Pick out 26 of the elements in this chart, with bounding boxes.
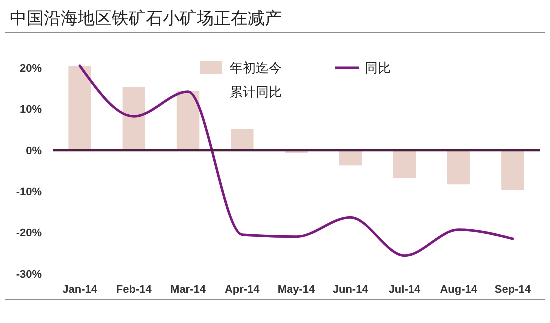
bar [176, 91, 200, 150]
y-tick-label: -20% [16, 228, 42, 240]
bar [68, 66, 92, 150]
chart-title: 中国沿海地区铁矿石小矿场正在减产 [10, 9, 282, 28]
x-tick-label: Jun-14 [332, 284, 370, 296]
x-tick-label: Mar-14 [170, 284, 207, 296]
x-tick-label: Jul-14 [388, 284, 422, 296]
x-tick-label: Aug-14 [440, 284, 478, 296]
legend-label: 年初迄今累计同比 [230, 60, 282, 100]
x-tick-label: Sep-14 [494, 284, 532, 296]
bar [393, 150, 416, 178]
y-tick-label: 20% [20, 62, 42, 75]
y-tick-label: 0% [26, 145, 42, 158]
bar [447, 150, 470, 185]
bar [339, 150, 362, 166]
bar [502, 150, 524, 190]
y-tick-label: 10% [20, 104, 42, 116]
bar [231, 129, 254, 150]
x-tick-label: Feb-14 [116, 284, 153, 296]
y-tick-label: -10% [16, 186, 42, 198]
x-tick-label: May-14 [278, 284, 316, 296]
y-tick-label: -30% [16, 268, 42, 281]
legend-label: 同比 [365, 60, 391, 76]
bar [122, 86, 146, 150]
x-tick-label: Jan-14 [62, 284, 98, 296]
x-tick-label: Apr-14 [224, 284, 261, 296]
